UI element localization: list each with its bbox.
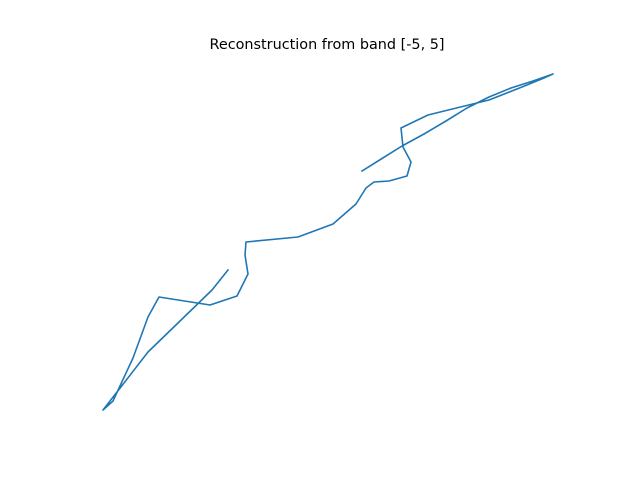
plot-area (102, 73, 554, 411)
chart-title: Reconstruction from band [-5, 5] (210, 37, 445, 53)
series-line-0 (102, 73, 554, 411)
